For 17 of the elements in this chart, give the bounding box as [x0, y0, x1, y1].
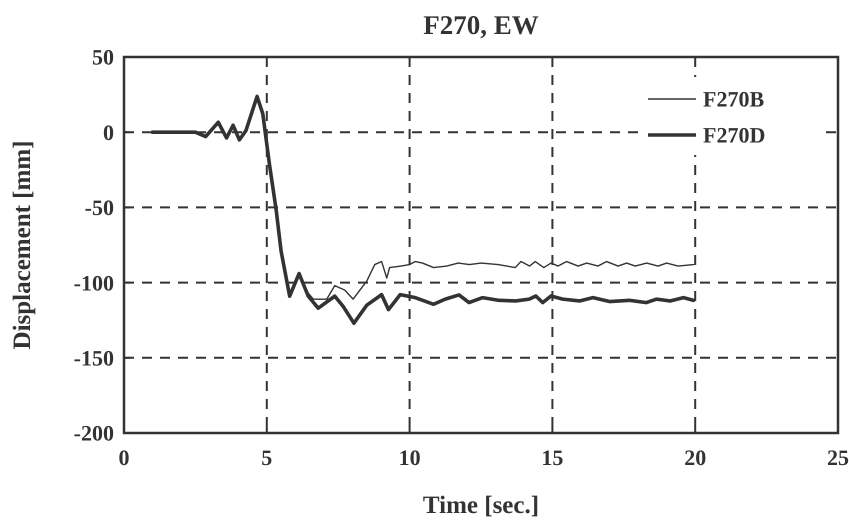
chart-title: F270, EW — [423, 10, 539, 40]
y-tick-label: 0 — [103, 120, 114, 145]
y-tick-label: -100 — [74, 270, 114, 296]
x-tick-label: 15 — [541, 445, 564, 470]
legend-label: F270D — [703, 122, 766, 148]
legend-label: F270B — [703, 86, 764, 112]
x-tick-label: 10 — [398, 445, 421, 470]
x-tick-label: 20 — [684, 445, 706, 470]
y-tick-label: -150 — [74, 346, 114, 370]
x-tick-label: 25 — [827, 445, 849, 470]
x-tick-label: 0 — [118, 445, 130, 470]
x-axis-title: Time [sec.] — [422, 492, 540, 519]
y-tick-label: -200 — [74, 420, 114, 446]
y-axis-title: Displacement [mm] — [9, 140, 36, 350]
y-tick-label: 50 — [92, 44, 114, 70]
x-tick-label: 5 — [261, 445, 272, 470]
y-tick-label: -50 — [84, 195, 114, 220]
